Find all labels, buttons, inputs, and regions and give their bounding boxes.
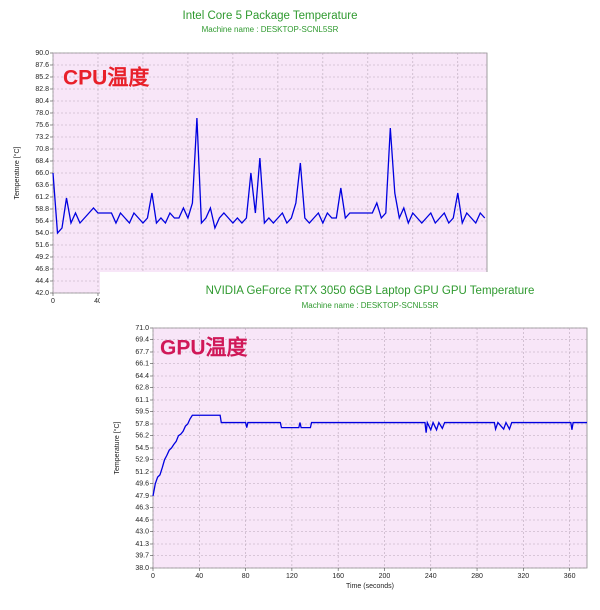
x-tick-label: 40 <box>195 573 203 580</box>
y-tick-label: 47.9 <box>135 493 149 500</box>
y-tick-label: 44.6 <box>135 517 149 524</box>
y-tick-label: 73.2 <box>35 134 49 141</box>
y-axis-label: Temperature [°C] <box>113 421 121 474</box>
y-tick-label: 69.4 <box>135 336 149 343</box>
y-tick-label: 49.2 <box>35 254 49 261</box>
y-tick-label: 52.9 <box>135 456 149 463</box>
y-tick-label: 41.3 <box>135 541 149 548</box>
x-tick-label: 0 <box>151 573 155 580</box>
y-tick-label: 78.0 <box>35 110 49 117</box>
y-tick-label: 46.8 <box>35 266 49 273</box>
overlay-label: CPU温度 <box>63 66 149 90</box>
chart-subtitle: Machine name : DESKTOP-SCNL5SR <box>202 25 339 34</box>
x-tick-label: 160 <box>332 573 344 580</box>
y-tick-label: 75.6 <box>35 122 49 129</box>
overlay-label: GPU温度 <box>160 336 248 360</box>
y-tick-label: 44.4 <box>35 278 49 285</box>
y-tick-label: 62.8 <box>135 384 149 391</box>
y-tick-label: 51.2 <box>135 469 149 476</box>
y-tick-label: 67.7 <box>135 349 149 356</box>
y-tick-label: 71.0 <box>135 325 149 332</box>
y-tick-label: 90.0 <box>35 50 49 57</box>
y-tick-label: 54.0 <box>35 230 49 237</box>
x-tick-label: 200 <box>379 573 391 580</box>
y-tick-label: 63.6 <box>35 182 49 189</box>
y-tick-label: 61.2 <box>35 194 49 201</box>
y-tick-label: 56.2 <box>135 432 149 439</box>
y-tick-label: 59.5 <box>135 408 149 415</box>
x-tick-label: 80 <box>242 573 250 580</box>
y-tick-label: 46.3 <box>135 504 149 511</box>
y-tick-label: 85.2 <box>35 74 49 81</box>
y-tick-label: 61.1 <box>135 397 149 404</box>
y-tick-label: 57.8 <box>135 421 149 428</box>
x-tick-label: 360 <box>564 573 576 580</box>
x-tick-label: 120 <box>286 573 298 580</box>
y-axis-label: Temperature [°C] <box>13 146 21 199</box>
x-tick-label: 0 <box>51 298 55 305</box>
y-tick-label: 43.0 <box>135 528 149 535</box>
chart-subtitle: Machine name : DESKTOP-SCNL5SR <box>302 301 439 310</box>
y-tick-label: 87.6 <box>35 62 49 69</box>
y-tick-label: 49.6 <box>135 480 149 487</box>
x-axis-label: Time (seconds) <box>346 583 394 590</box>
y-tick-label: 56.4 <box>35 218 49 225</box>
y-tick-label: 58.8 <box>35 206 49 213</box>
temperature-line <box>52 117 486 235</box>
y-tick-label: 42.0 <box>35 290 49 297</box>
y-tick-label: 64.4 <box>135 373 149 380</box>
x-tick-label: 40 <box>94 298 102 305</box>
y-tick-label: 82.8 <box>35 86 49 93</box>
y-tick-label: 54.5 <box>135 445 149 452</box>
y-tick-label: 70.8 <box>35 146 49 153</box>
y-tick-label: 51.6 <box>35 242 49 249</box>
chart-title: NVIDIA GeForce RTX 3050 6GB Laptop GPU G… <box>206 285 535 297</box>
x-tick-label: 240 <box>425 573 437 580</box>
y-tick-label: 66.0 <box>35 170 49 177</box>
y-tick-label: 68.4 <box>35 158 49 165</box>
chart-title: Intel Core 5 Package Temperature <box>183 10 358 22</box>
y-tick-label: 39.7 <box>135 552 149 559</box>
x-tick-label: 320 <box>518 573 530 580</box>
y-tick-label: 80.4 <box>35 98 49 105</box>
y-tick-label: 38.0 <box>135 565 149 572</box>
x-tick-label: 280 <box>471 573 483 580</box>
y-tick-label: 66.1 <box>135 360 149 367</box>
temperature-line <box>152 414 587 497</box>
